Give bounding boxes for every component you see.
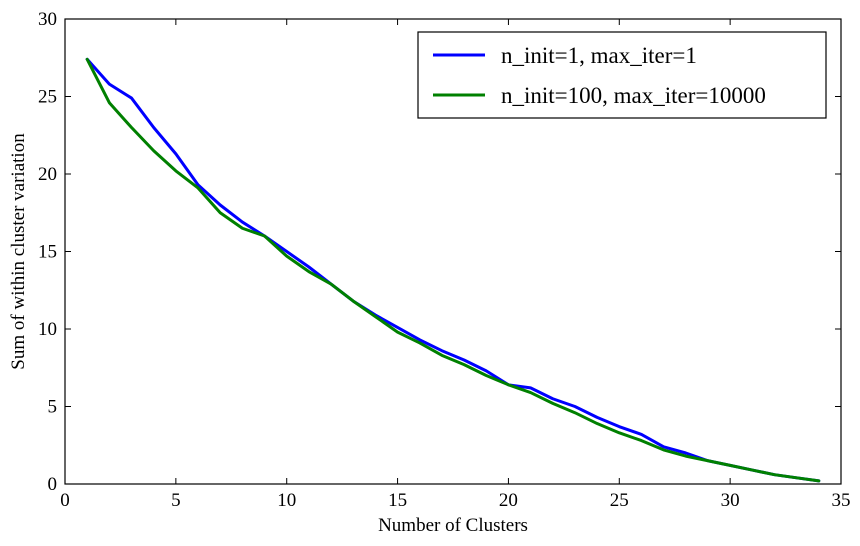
x-tick-label: 30 bbox=[721, 490, 740, 511]
legend-box bbox=[417, 31, 827, 119]
x-tick-label: 0 bbox=[60, 490, 70, 511]
y-tick-label: 10 bbox=[38, 319, 57, 340]
y-tick-label: 0 bbox=[48, 474, 58, 495]
series-layer bbox=[85, 57, 821, 483]
y-axis-label: Sum of within cluster variation bbox=[8, 133, 29, 370]
legend: n_init=1, max_iter=1 n_init=100, max_ite… bbox=[417, 31, 827, 119]
x-tick-label: 10 bbox=[277, 490, 296, 511]
series-line-1 bbox=[85, 57, 821, 483]
y-tick-label: 15 bbox=[38, 242, 57, 263]
x-tick-label: 25 bbox=[610, 490, 629, 511]
legend-label-1: n_init=1, max_iter=1 bbox=[501, 43, 697, 68]
y-tick-label: 30 bbox=[38, 9, 57, 30]
x-tick-label: 35 bbox=[832, 490, 851, 511]
series-line-2 bbox=[85, 57, 821, 483]
legend-label-2: n_init=100, max_iter=10000 bbox=[501, 83, 766, 108]
tick-labels: 0 5 10 15 20 25 30 35 0 5 10 15 20 25 30 bbox=[38, 9, 851, 511]
y-tick-label: 20 bbox=[38, 164, 57, 185]
y-tick-label: 25 bbox=[38, 87, 57, 108]
x-axis-label: Number of Clusters bbox=[378, 515, 528, 536]
y-tick-label: 5 bbox=[48, 397, 58, 418]
x-tick-label: 5 bbox=[171, 490, 181, 511]
x-tick-label: 20 bbox=[499, 490, 518, 511]
ticks-layer bbox=[64, 18, 842, 485]
x-tick-label: 15 bbox=[388, 490, 407, 511]
